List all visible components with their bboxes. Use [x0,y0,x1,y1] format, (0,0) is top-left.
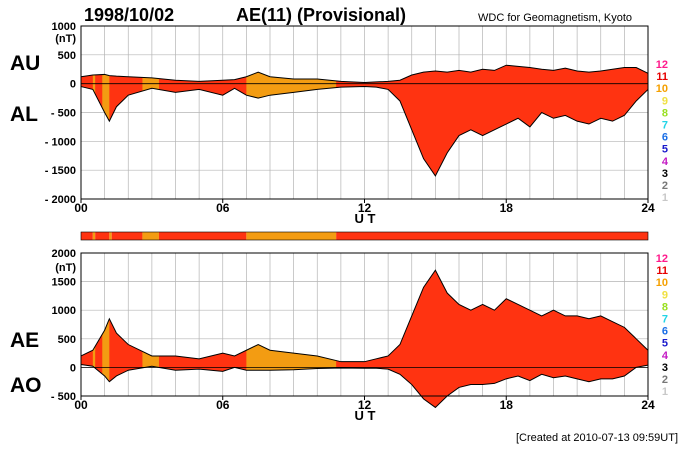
au-label: AU [10,52,40,75]
legend-count-12: 12 [656,253,668,265]
bottom-x-tick-label: 00 [74,398,88,412]
top-x-axis-label: U T [355,211,376,226]
legend-count-9: 9 [662,289,668,301]
legend-count-9: 9 [662,95,668,107]
bottom-mid-band [102,270,110,396]
bottom-x-tick-label: 18 [500,398,514,412]
bottom-y-tick-label: 2000 [52,248,76,260]
station-bar-segment [111,232,143,240]
legend-count-6: 6 [662,326,668,338]
bottom-x-axis-label: U T [355,408,376,423]
legend-count-7: 7 [662,120,668,132]
station-bar-segment [246,232,337,240]
legend-count-1: 1 [662,386,668,398]
station-bar-segment [336,232,648,240]
station-bar-segment [81,232,93,240]
bottom-y-tick-label: 1500 [52,277,76,289]
bottom-unit-label: (nT) [55,262,76,274]
bottom-y-tick-label: 500 [58,334,76,346]
top-x-tick-label: 06 [216,201,230,215]
station-bar-segment [92,232,96,240]
legend-count-2: 2 [662,180,668,192]
date-title: 1998/10/02 [84,5,174,25]
station-bar-frame [80,231,649,241]
legend-count-2: 2 [662,374,668,386]
top-y-tick-label: 500 [58,50,76,62]
al-label: AL [10,103,38,126]
legend-count-8: 8 [662,301,668,313]
top-au-line [80,64,649,84]
legend-count-4: 4 [662,156,669,168]
legend-count-7: 7 [662,314,668,326]
top-x-tick-label: 00 [74,201,88,215]
legend-count-8: 8 [662,107,668,119]
legend-count-3: 3 [662,362,668,374]
top-x-tick-label: 24 [641,201,655,215]
bottom-y-tick-label: 1000 [52,305,76,317]
station-bar-segment [158,232,247,240]
legend-count-1: 1 [662,192,668,204]
legend-count-10: 10 [656,83,668,95]
legend-count-6: 6 [662,132,668,144]
top-y-tick-label: - 500 [51,108,76,120]
bottom-ao-line [80,364,649,409]
index-title: AE(11) (Provisional) [236,5,406,25]
top-y-tick-label: - 1500 [45,165,76,177]
legend-count-11: 11 [656,265,668,277]
bottom-ae-line [80,269,649,363]
ao-label: AO [10,374,42,397]
bottom-area [81,270,648,408]
top-x-tick-label: 18 [500,201,514,215]
source-label: WDC for Geomagnetism, Kyoto [478,12,632,24]
legend-count-10: 10 [656,277,668,289]
created-timestamp: [Created at 2010-07-13 09:59UT] [516,432,678,444]
top-y-tick-label: - 2000 [45,194,76,206]
bottom-x-tick-label: 12 [358,398,372,412]
top-al-line [80,86,649,177]
legend-count-5: 5 [662,338,668,350]
bottom-y-tick-label: 0 [70,362,76,374]
legend-count-12: 12 [656,59,668,71]
legend-count-3: 3 [662,168,668,180]
ae-label: AE [10,329,39,352]
bottom-y-tick-label: - 500 [51,391,76,403]
top-y-tick-label: - 1000 [45,136,76,148]
legend-count-4: 4 [662,350,669,362]
top-area [81,65,648,176]
station-bar-segment [142,232,159,240]
station-bar-segment [95,232,110,240]
legend-count-5: 5 [662,144,668,156]
bottom-x-tick-label: 06 [216,398,230,412]
top-y-tick-label: 1000 [52,21,76,33]
station-bar-segment [109,232,112,240]
legend-count-11: 11 [656,71,668,83]
top-unit-label: (nT) [55,33,76,45]
top-x-tick-label: 12 [358,201,372,215]
station-count-bar [80,231,649,241]
bottom-x-tick-label: 24 [641,398,655,412]
top-y-tick-label: 0 [70,79,76,91]
